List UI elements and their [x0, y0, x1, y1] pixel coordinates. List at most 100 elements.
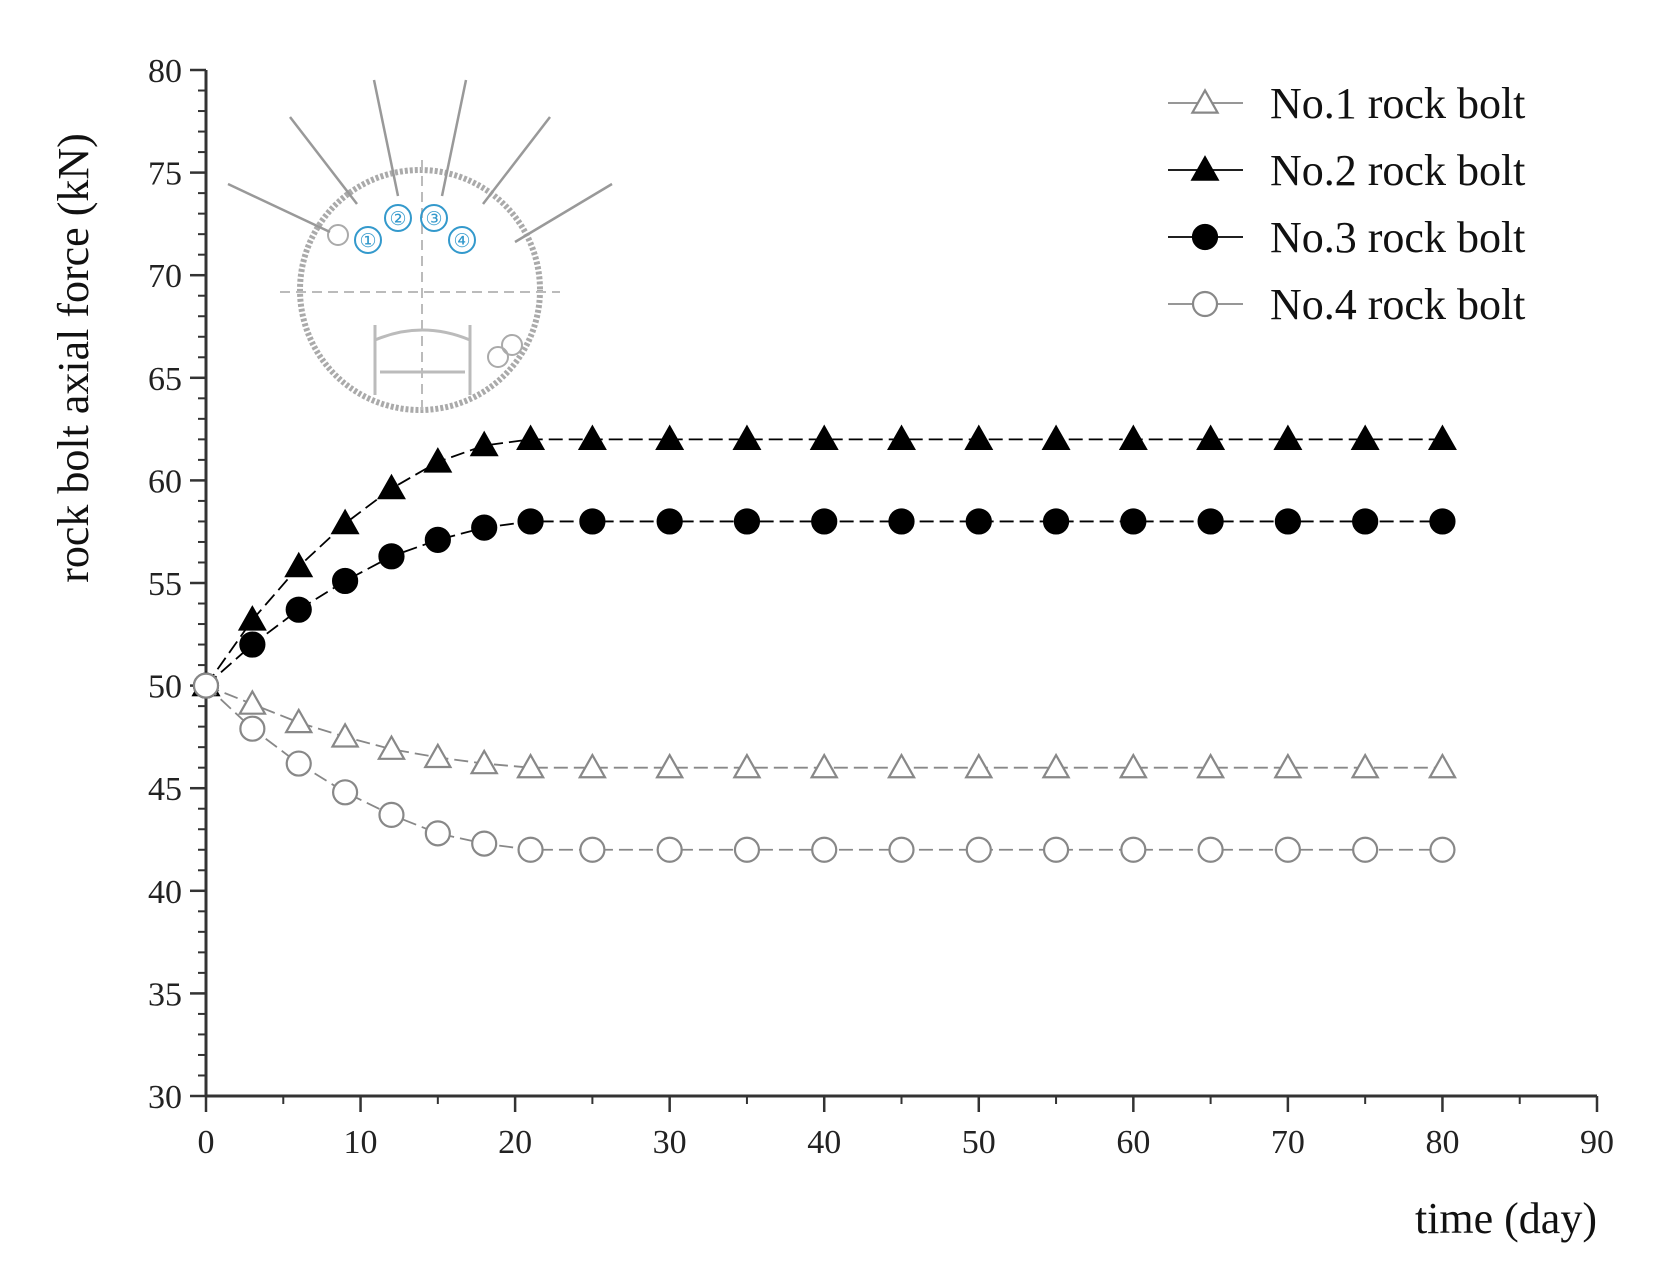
- y-tick-label: 35: [148, 976, 182, 1013]
- series-4: [192, 672, 1456, 863]
- data-point: [809, 752, 839, 779]
- data-point: [964, 752, 994, 779]
- data-point: [1427, 752, 1457, 779]
- data-point: [1197, 508, 1224, 535]
- y-tick-label: 70: [148, 258, 182, 295]
- legend-item-4: No.4 rock bolt: [1168, 280, 1525, 329]
- data-point: [965, 508, 992, 535]
- x-tick-label: 20: [498, 1124, 532, 1161]
- axes: 30 35 40 45 50 55 60 65 70 75 80 0 10 20 30 40 50 60 70 80 9…: [148, 53, 1614, 1161]
- inset-invert-structure: [373, 325, 472, 395]
- series-2: [191, 424, 1457, 697]
- inset-drain-pipe-2: [501, 334, 523, 356]
- data-point: [1042, 836, 1070, 863]
- data-point: [1196, 424, 1226, 451]
- data-point: [376, 473, 406, 500]
- data-point: [517, 836, 544, 863]
- x-tick-label: 60: [1116, 1124, 1150, 1161]
- data-point: [330, 508, 360, 535]
- data-point: [579, 508, 606, 535]
- data-point: [579, 836, 606, 863]
- data-point: [1352, 508, 1379, 535]
- bolt-label-4-text: ④: [453, 231, 470, 252]
- data-point: [1118, 752, 1148, 779]
- data-point: [811, 836, 838, 863]
- x-tick-label: 50: [962, 1124, 996, 1161]
- data-point: [423, 742, 453, 769]
- series-3: [192, 508, 1456, 699]
- y-tick-label: 65: [148, 361, 182, 398]
- data-point: [469, 748, 499, 775]
- data-point: [1120, 836, 1147, 863]
- data-point: [577, 424, 607, 451]
- data-point: [1274, 836, 1301, 863]
- legend-marker: [1190, 88, 1220, 114]
- data-point: [964, 424, 994, 451]
- data-point: [1274, 508, 1301, 535]
- data-point: [516, 424, 546, 451]
- data-point: [237, 689, 267, 715]
- data-point: [1197, 836, 1224, 863]
- data-point: [887, 424, 916, 451]
- x-tick-label: 80: [1425, 1124, 1459, 1161]
- bolt-label-4: ④: [448, 226, 476, 254]
- data-point: [655, 424, 685, 451]
- x-tick-label: 30: [653, 1124, 687, 1161]
- data-point: [1350, 752, 1380, 779]
- data-point: [811, 508, 838, 535]
- data-point: [1041, 752, 1071, 779]
- inset-drain-pipe-1: [487, 346, 509, 368]
- data-point: [1429, 836, 1456, 863]
- data-point: [378, 543, 405, 570]
- legend-label: No.3 rock bolt: [1270, 213, 1525, 262]
- x-axis-title: time (day): [1415, 1194, 1597, 1243]
- legend-marker: [1190, 155, 1220, 181]
- bolt-label-3: ③: [420, 204, 448, 232]
- series-layer: [191, 424, 1457, 863]
- inset-bolt-head-left: [327, 224, 349, 246]
- data-point: [192, 672, 220, 699]
- data-point: [1042, 508, 1070, 535]
- data-point: [733, 508, 761, 535]
- data-point: [330, 722, 360, 748]
- data-point: [237, 605, 267, 631]
- legend-label: No.1 rock bolt: [1270, 79, 1525, 128]
- bolt-line-1: [227, 182, 331, 234]
- bolt-line-3: [372, 79, 400, 197]
- data-point: [284, 551, 314, 578]
- data-point: [378, 801, 405, 828]
- legend-marker: [1191, 223, 1219, 251]
- series-1: [191, 670, 1457, 779]
- y-tick-label: 55: [148, 566, 182, 603]
- x-tick-label: 90: [1580, 1124, 1614, 1161]
- data-point: [1041, 424, 1071, 451]
- legend-item-1: No.1 rock bolt: [1168, 79, 1525, 128]
- data-point: [1350, 424, 1380, 451]
- bolt-line-6: [514, 182, 613, 244]
- legend-label: No.2 rock bolt: [1270, 146, 1525, 195]
- data-point: [471, 514, 498, 541]
- data-point: [424, 820, 451, 847]
- bolt-label-3-text: ③: [425, 209, 442, 230]
- bolt-label-2: ②: [384, 204, 412, 232]
- bolt-line-5: [482, 116, 551, 205]
- data-point: [423, 447, 453, 473]
- bolt-label-2-text: ②: [389, 209, 406, 230]
- x-tick-label: 40: [807, 1124, 841, 1161]
- series-line: [205, 438, 1443, 687]
- data-point: [471, 830, 498, 857]
- bolt-label-1: ①: [354, 226, 382, 254]
- data-point: [469, 430, 499, 457]
- data-point: [965, 836, 992, 863]
- data-point: [285, 750, 312, 777]
- legend-label: No.4 rock bolt: [1270, 280, 1525, 329]
- data-point: [655, 752, 685, 779]
- data-point: [239, 631, 266, 658]
- data-point: [1196, 752, 1226, 779]
- x-tick-label: 0: [198, 1124, 215, 1161]
- data-point: [1118, 424, 1148, 451]
- y-tick-label: 80: [148, 53, 182, 90]
- tunnel-outline: [297, 167, 543, 413]
- legend-item-2: No.2 rock bolt: [1168, 146, 1525, 195]
